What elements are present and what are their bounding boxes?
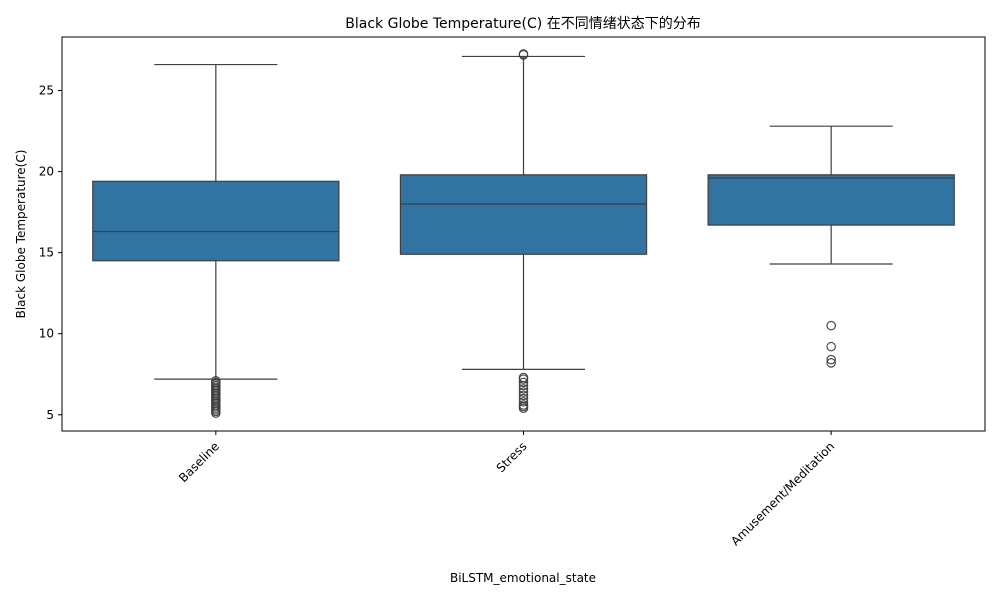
y-tick-label: 25 — [39, 84, 54, 98]
iqr-box — [399, 174, 648, 255]
box-group-1 — [92, 63, 340, 418]
y-axis-label: Black Globe Temperature(C) — [14, 150, 28, 319]
x-tick-label: Baseline — [176, 439, 222, 485]
x-tick-label: Stress — [494, 439, 530, 475]
iqr-box — [707, 174, 955, 226]
iqr-box — [92, 180, 340, 262]
outlier-point — [518, 377, 529, 388]
outlier-point — [518, 374, 529, 384]
y-axis: 5 10 15 20 25 — [39, 84, 62, 422]
outlier-point — [518, 49, 529, 59]
y-tick-label: 20 — [39, 165, 54, 179]
y-tick-label: 5 — [46, 408, 54, 422]
outlier-point — [826, 341, 836, 352]
x-axis-label: BiLSTM_emotional_state — [450, 571, 596, 585]
y-tick-label: 10 — [39, 327, 54, 341]
box-group-2 — [399, 49, 648, 414]
outlier-point — [826, 354, 836, 365]
x-axis: Baseline Stress Amusement/Meditation — [176, 431, 837, 548]
chart-title: Black Globe Temperature(C) 在不同情绪状态下的分布 — [345, 16, 700, 32]
x-tick-label: Amusement/Meditation — [728, 439, 837, 548]
outlier-point — [826, 358, 836, 368]
outlier-point — [518, 397, 529, 407]
outlier-point — [826, 320, 836, 331]
outlier-point — [211, 408, 221, 418]
outlier-point — [518, 403, 529, 414]
outlier-point — [518, 387, 529, 397]
outlier-point — [518, 390, 529, 401]
outlier-point — [518, 380, 529, 391]
y-tick-label: 15 — [39, 246, 54, 260]
outlier-point — [518, 384, 529, 394]
box-group-3 — [707, 125, 955, 368]
plot-area — [92, 49, 955, 418]
